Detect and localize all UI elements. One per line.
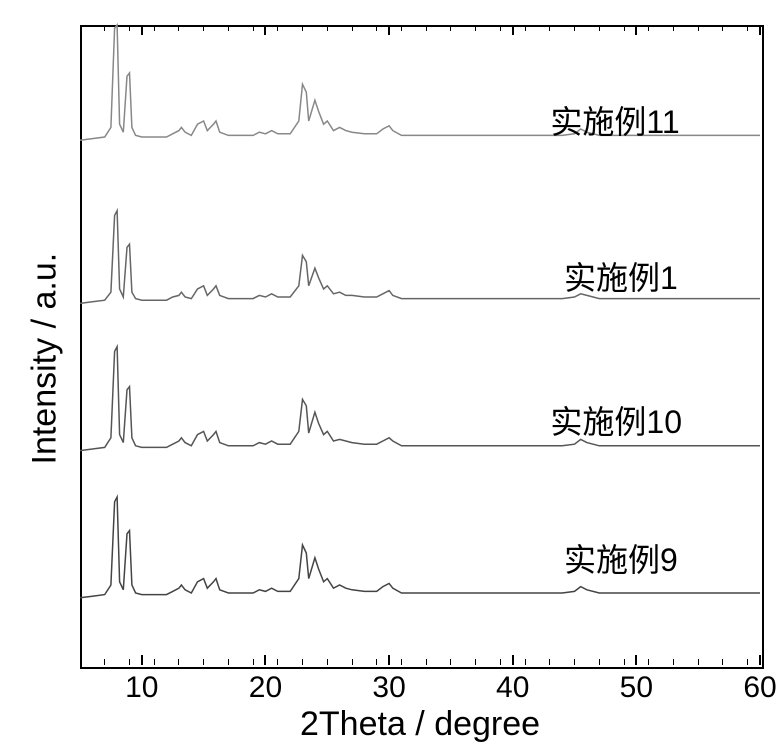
x-tick-label: 60 (743, 671, 776, 705)
x-axis-label: 2Theta / degree (300, 705, 540, 744)
x-tick-label: 30 (372, 671, 405, 705)
x-tick-label: 50 (620, 671, 653, 705)
x-tick-label: 10 (125, 671, 158, 705)
x-tick-label: 40 (496, 671, 529, 705)
x-axis-label-text: 2Theta / degree (300, 705, 540, 743)
xrd-chart: Intensity / a.u. 2Theta / degree 10 20 30 4… (0, 0, 781, 750)
y-axis-label: Intensity / a.u. (26, 265, 65, 465)
x-tick-label: 20 (249, 671, 282, 705)
series-label-3: 实施例9 (564, 535, 678, 581)
y-axis-label-text: Intensity / a.u. (26, 253, 64, 465)
